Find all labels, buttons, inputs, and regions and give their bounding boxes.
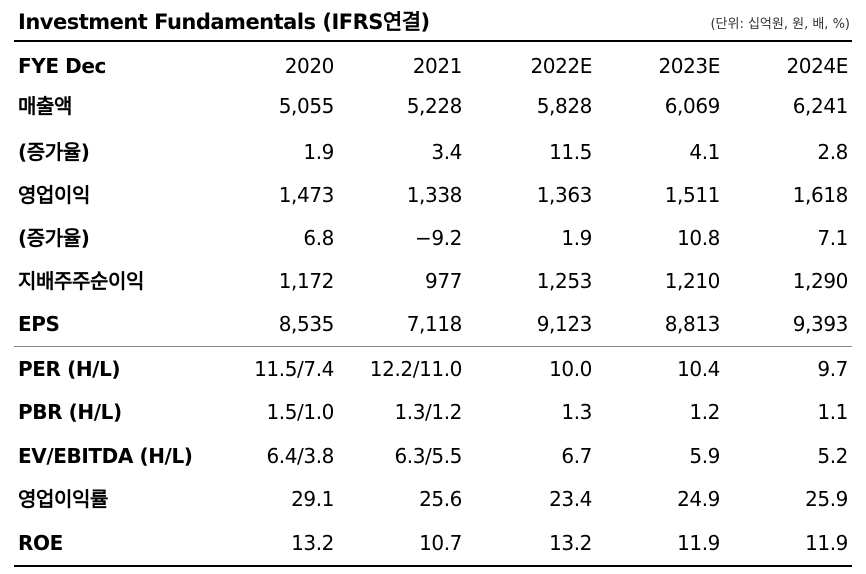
cell-value: 1,210: [664, 269, 721, 293]
row-label: 매출액: [18, 94, 72, 118]
cell-value: 10.0: [549, 357, 592, 381]
cell-value: 10.8: [677, 226, 720, 250]
cell-value: 1.9: [561, 226, 592, 250]
cell-value: 2.8: [817, 140, 848, 164]
cell-value: 6,069: [664, 94, 721, 118]
cell-value: 12.2/11.0: [369, 357, 463, 381]
cell-value: 29.1: [291, 487, 334, 511]
cell-value: 13.2: [291, 531, 334, 555]
row-label: EV/EBITDA (H/L): [18, 444, 193, 468]
cell-value: 6,241: [792, 94, 849, 118]
row-label: 영업이익률: [18, 487, 108, 511]
cell-value: 25.9: [805, 487, 848, 511]
cell-value: 977: [425, 269, 462, 293]
cell-value: 5.9: [689, 444, 720, 468]
cell-value: 24.9: [677, 487, 720, 511]
cell-value: 10.4: [677, 357, 720, 381]
cell-value: 11.9: [805, 531, 848, 555]
cell-value: 13.2: [549, 531, 592, 555]
row-label: 지배주주순이익: [18, 269, 144, 293]
cell-value: 5,055: [278, 94, 335, 118]
cell-value: 1,618: [792, 183, 849, 207]
cell-value: 1,363: [536, 183, 593, 207]
cell-value: 23.4: [549, 487, 592, 511]
cell-value: 25.6: [419, 487, 462, 511]
cell-value: 1.3/1.2: [394, 400, 462, 424]
cell-value: 1,172: [278, 269, 335, 293]
cell-value: 1,290: [792, 269, 849, 293]
header-label: FYE Dec: [18, 54, 106, 78]
year-header: 2020: [284, 54, 335, 78]
bottom-rule: [14, 565, 852, 567]
row-label: (증가율): [18, 140, 90, 164]
cell-value: 5,828: [536, 94, 593, 118]
row-label: ROE: [18, 531, 63, 555]
cell-value: 9.7: [817, 357, 848, 381]
cell-value: 9,393: [792, 312, 849, 336]
year-header: 2021: [412, 54, 463, 78]
cell-value: 1,338: [406, 183, 463, 207]
cell-value: 6.8: [303, 226, 334, 250]
cell-value: 5.2: [817, 444, 848, 468]
cell-value: 8,535: [278, 312, 335, 336]
cell-value: 6.3/5.5: [394, 444, 462, 468]
top-rule: [14, 40, 852, 42]
cell-value: 4.1: [689, 140, 720, 164]
cell-value: 8,813: [664, 312, 721, 336]
cell-value: 11.5/7.4: [254, 357, 334, 381]
cell-value: 6.7: [561, 444, 592, 468]
cell-value: −9.2: [415, 226, 462, 250]
cell-value: 1,511: [664, 183, 721, 207]
cell-value: 10.7: [419, 531, 462, 555]
row-label: PBR (H/L): [18, 400, 122, 424]
cell-value: 1.3: [561, 400, 592, 424]
row-label: EPS: [18, 312, 60, 336]
cell-value: 1,473: [278, 183, 335, 207]
year-header: 2024E: [786, 54, 848, 78]
year-header: 2022E: [530, 54, 592, 78]
cell-value: 1.2: [689, 400, 720, 424]
cell-value: 1,253: [536, 269, 593, 293]
cell-value: 1.1: [817, 400, 848, 424]
unit-note: (단위: 십억원, 원, 배, %): [710, 17, 850, 32]
cell-value: 1.5/1.0: [266, 400, 334, 424]
mid-rule: [14, 346, 852, 347]
cell-value: 7,118: [406, 312, 463, 336]
cell-value: 3.4: [431, 140, 462, 164]
year-header: 2023E: [658, 54, 720, 78]
cell-value: 1.9: [303, 140, 334, 164]
cell-value: 6.4/3.8: [266, 444, 334, 468]
table-title: Investment Fundamentals (IFRS연결): [18, 10, 430, 34]
cell-value: 7.1: [817, 226, 848, 250]
cell-value: 11.5: [549, 140, 592, 164]
cell-value: 5,228: [406, 94, 463, 118]
row-label: (증가율): [18, 226, 90, 250]
cell-value: 11.9: [677, 531, 720, 555]
cell-value: 9,123: [536, 312, 593, 336]
row-label: PER (H/L): [18, 357, 121, 381]
row-label: 영업이익: [18, 183, 90, 207]
